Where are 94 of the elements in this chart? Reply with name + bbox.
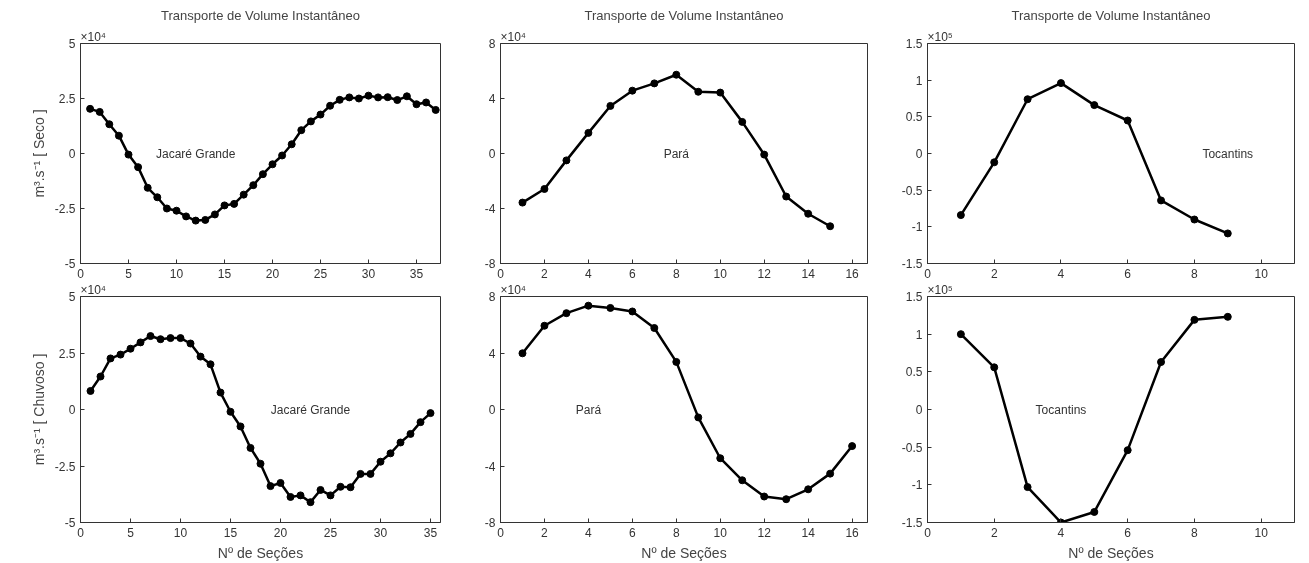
x-tick-label: 5 — [125, 266, 133, 281]
annotation: ×10⁴ — [500, 29, 527, 44]
y-tick-label: 0.5 — [905, 110, 923, 125]
x-tick-label: 35 — [423, 525, 438, 540]
y-tick-label: 1 — [915, 73, 923, 88]
x-tick-label: 4 — [1057, 525, 1065, 540]
text: ×10⁵ — [927, 282, 953, 297]
chart-title: Transporte de Volume Instantâneo — [1011, 7, 1211, 23]
x-tick-label: 10 — [169, 266, 184, 281]
y-tick-label: -4 — [484, 202, 496, 216]
y-tick-label: -2.5 — [54, 202, 76, 216]
y-tick-label: 1.5 — [905, 290, 923, 304]
x-tick-label: 2 — [990, 525, 998, 540]
x-tick-label: 10 — [173, 525, 188, 540]
x-tick-label: 6 — [1124, 266, 1132, 281]
x-tick-label: 25 — [323, 525, 338, 540]
x-tick-label: 6 — [1124, 525, 1132, 540]
x-tick-label: 20 — [273, 525, 288, 540]
y-tick-label: 4 — [488, 346, 496, 361]
series-label: Jacaré Grande — [156, 146, 236, 161]
x-tick-label: 15 — [223, 525, 238, 540]
x-tick-label: 6 — [629, 525, 637, 540]
y-tick-label: 0 — [915, 147, 923, 161]
text: Tocantins — [1202, 146, 1254, 161]
y-tick-label: -8 — [484, 257, 496, 271]
y-tick-label: 4 — [488, 92, 496, 106]
y-tick-label: 1 — [915, 327, 923, 342]
x-tick-label: 4 — [1057, 266, 1065, 281]
y-tick-label: 1.5 — [905, 37, 923, 51]
x-tick-label: 2 — [541, 525, 549, 540]
y-tick-label: -2.5 — [54, 459, 76, 474]
text: ×10⁴ — [500, 282, 527, 297]
x-tick-label: 8 — [1191, 525, 1199, 540]
x-tick-label: 16 — [845, 525, 860, 540]
text: Jacaré Grande — [270, 402, 351, 417]
y-tick-label: -5 — [64, 257, 76, 271]
x-tick-label: 10 — [1254, 266, 1269, 281]
x-tick-label: 20 — [265, 266, 280, 281]
y-tick-label: -1.5 — [901, 516, 923, 530]
x-tick-label: 12 — [757, 266, 772, 281]
y-tick-label: 5 — [68, 290, 76, 304]
x-tick-label: 8 — [1191, 266, 1199, 281]
x-tick-label: 2 — [541, 266, 549, 281]
text: Tocantins — [1035, 402, 1087, 417]
y-tick-label: -8 — [484, 516, 496, 530]
chart-title: Transporte de Volume Instantâneo — [584, 7, 784, 23]
x-tick-label: 25 — [313, 266, 328, 281]
y-tick-label: -1.5 — [901, 257, 923, 271]
x-tick-label: 30 — [361, 266, 376, 281]
x-tick-label: 16 — [845, 266, 860, 281]
x-axis-title: Nº de Seções — [641, 544, 727, 561]
y-tick-label: -1 — [911, 478, 923, 493]
x-axis-title: Nº de Seções — [1068, 544, 1154, 561]
chart-title: Transporte de Volume Instantâneo — [161, 7, 360, 23]
x-tick-label: 4 — [585, 525, 593, 540]
annotation: ×10⁴ — [80, 29, 107, 44]
text: Pará — [663, 146, 690, 161]
text: ×10⁵ — [927, 29, 953, 44]
x-axis-title: Nº de Seções — [217, 544, 304, 561]
x-tick-label: 14 — [801, 525, 816, 540]
y-tick-label: 0 — [915, 403, 923, 417]
y-tick-label: 0 — [488, 147, 496, 161]
y-tick-label: 0 — [68, 403, 76, 417]
x-tick-label: 35 — [409, 266, 424, 281]
y-axis-title: m³.s⁻¹ [ Chuvoso ] — [30, 353, 47, 466]
x-tick-label: 10 — [1254, 525, 1269, 540]
y-axis-title: m³.s⁻¹ [ Seco ] — [30, 109, 47, 198]
x-tick-label: 12 — [757, 525, 772, 540]
x-tick-label: 4 — [585, 266, 593, 281]
y-tick-label: -0.5 — [901, 183, 923, 198]
x-tick-label: 6 — [629, 266, 637, 281]
y-tick-label: 2.5 — [58, 92, 76, 106]
x-tick-label: 2 — [990, 266, 998, 281]
x-tick-label: 15 — [217, 266, 232, 281]
y-tick-label: 0.5 — [905, 365, 923, 380]
y-tick-label: 0 — [68, 147, 76, 161]
text: ×10⁴ — [80, 282, 107, 297]
y-tick-label: -0.5 — [901, 440, 923, 455]
y-tick-label: 5 — [68, 37, 76, 51]
x-tick-label: 5 — [127, 525, 135, 540]
x-tick-label: 10 — [713, 525, 728, 540]
y-tick-label: 8 — [488, 290, 496, 304]
x-tick-label: 8 — [672, 266, 680, 281]
x-tick-label: 14 — [801, 266, 816, 281]
y-tick-label: -1 — [911, 220, 923, 235]
y-tick-label: -4 — [484, 459, 496, 474]
x-tick-label: 8 — [672, 525, 680, 540]
text: Pará — [575, 402, 602, 417]
y-tick-label: 2.5 — [58, 346, 76, 361]
x-tick-label: 30 — [373, 525, 388, 540]
y-tick-label: -5 — [64, 516, 76, 530]
y-tick-label: 8 — [488, 37, 496, 51]
y-tick-label: 0 — [488, 403, 496, 417]
x-tick-label: 10 — [713, 266, 728, 281]
